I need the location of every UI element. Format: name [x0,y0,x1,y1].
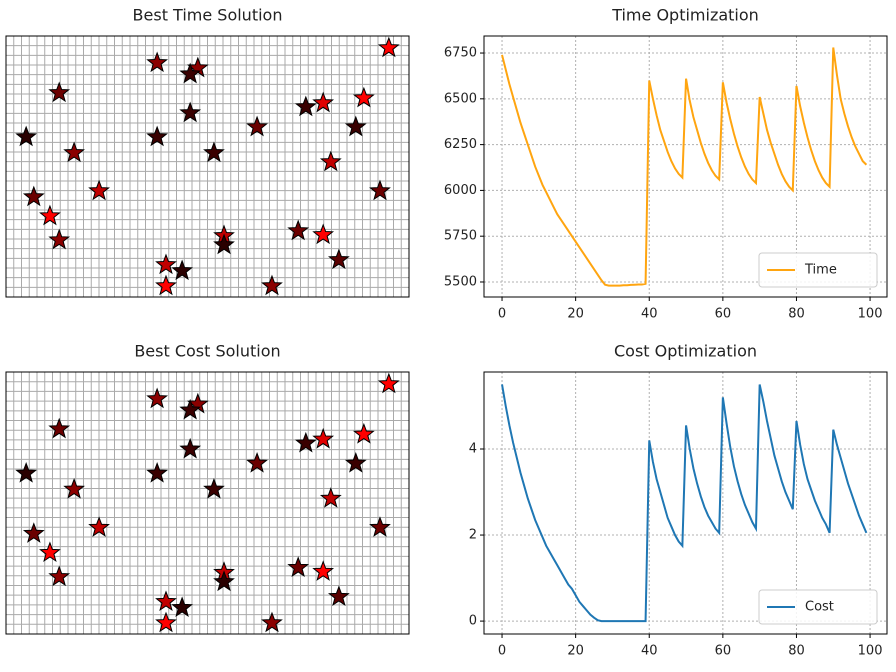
y-tick-label: 5750 [444,229,477,244]
star-point [48,228,71,250]
star-point [179,398,202,420]
x-tick-label: 20 [567,644,584,659]
star-point [15,461,38,483]
chart-title: Time Optimization [611,6,759,25]
star-point [319,487,342,508]
series-line [501,47,868,287]
x-tick-label: 60 [715,644,732,659]
plot-frame [5,371,410,635]
x-tick-label: 40 [641,644,658,659]
x-tick-label: 100 [858,307,883,322]
chart-title: Best Cost Solution [134,342,280,361]
star-point [294,431,317,453]
y-tick-label: 6500 [444,91,477,106]
y-tick-label: 6750 [444,46,477,61]
star-point [369,516,391,537]
star-point [312,223,335,245]
star-point [146,461,168,483]
legend-box [758,252,878,288]
y-tick-label: 0 [469,614,477,629]
star-point [155,253,177,275]
star-point [88,179,110,201]
y-tick-label: 5500 [444,274,477,289]
star-point [155,611,177,633]
y-tick-label: 2 [469,528,477,543]
y-tick-label: 6000 [444,183,477,198]
star-point [328,585,350,607]
star-point [146,125,168,147]
star-point [63,477,85,499]
star-point [328,248,350,270]
x-tick-label: 20 [567,307,584,322]
star-point [63,141,85,163]
star-point [352,422,375,444]
star-point [39,541,61,563]
x-tick-label: 60 [715,307,732,322]
star-point [287,556,310,577]
star-point [155,590,177,612]
legend-label: Cost [805,600,834,615]
star-point [261,274,283,296]
x-tick-label: 80 [788,307,805,322]
star-point [171,259,193,281]
star-point [312,427,335,449]
cell-grid [5,35,410,298]
star-point [179,62,202,84]
x-tick-label: 80 [788,644,805,659]
series-line [501,384,868,623]
star-point [22,185,45,207]
chart-title: Cost Optimization [614,342,757,361]
star-point [179,437,202,459]
star-point [294,95,317,117]
plot-frame [483,371,888,635]
star-point [377,372,400,394]
star-point [146,387,168,409]
x-tick-label: 100 [858,644,883,659]
cell-grid [5,371,410,635]
star-point [369,179,391,201]
legend-label: Time [804,263,837,278]
star-point [246,452,268,473]
star-point [312,91,335,113]
star-point [48,565,71,587]
star-point [352,86,375,108]
star-point [344,452,367,473]
star-point [15,125,38,147]
y-tick-label: 4 [469,442,477,457]
chart-title: Best Time Solution [133,6,283,25]
star-point [319,150,342,172]
star-point [344,115,367,137]
star-point [48,417,71,439]
star-point [88,516,110,537]
plot-frame [483,35,888,298]
star-point [39,204,61,226]
star-point [377,36,400,58]
star-point [213,570,235,592]
star-point [213,233,235,255]
legend-box [758,589,878,625]
star-point [48,81,71,103]
star-point [203,477,225,499]
x-tick-label: 0 [498,307,506,322]
star-point [203,141,225,163]
star-point [179,101,202,123]
x-tick-label: 0 [498,644,506,659]
star-point [246,115,268,137]
star-point [155,274,177,296]
star-point [287,219,310,241]
x-tick-label: 40 [641,307,658,322]
star-point [171,596,193,618]
star-point [312,560,335,581]
plot-frame [5,35,410,298]
star-point [22,522,45,543]
star-point [146,51,168,73]
star-point [261,611,283,633]
y-tick-label: 6250 [444,137,477,152]
